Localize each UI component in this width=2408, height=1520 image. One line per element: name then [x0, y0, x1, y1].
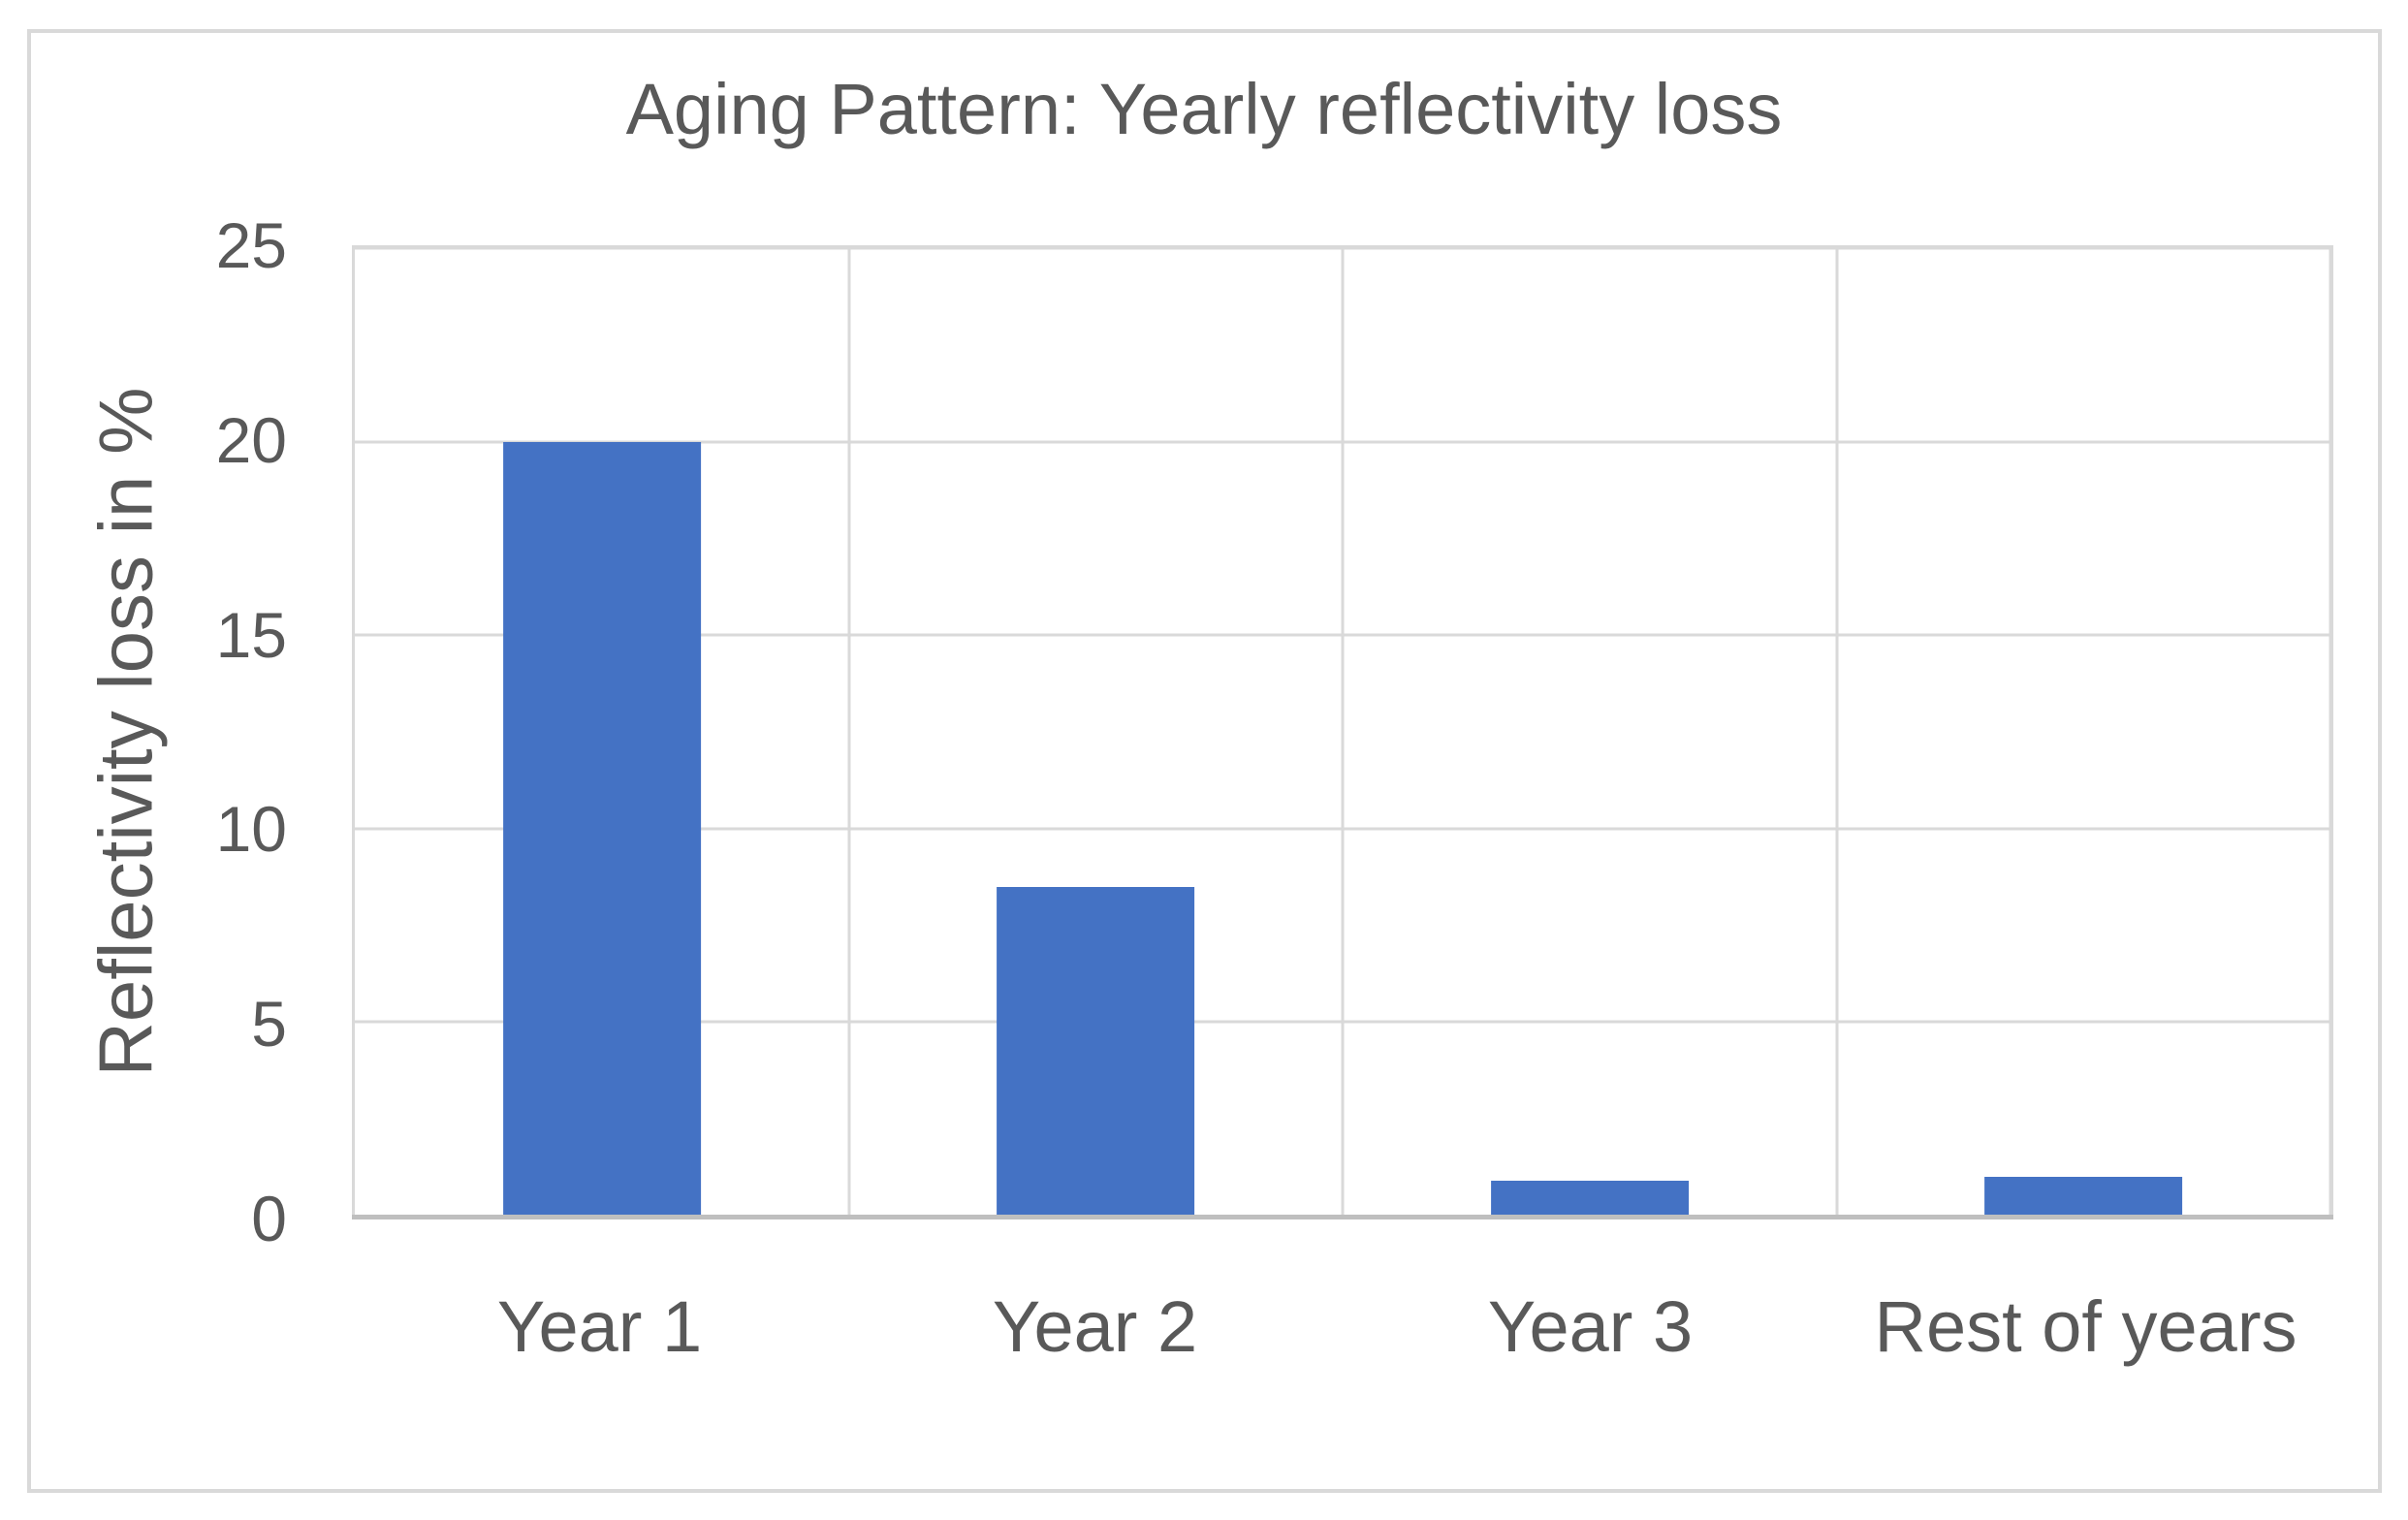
x-axis-label: Year 2 [992, 1286, 1198, 1367]
vertical-gridline [2329, 248, 2332, 1216]
x-axis-line [352, 1215, 2333, 1219]
y-tick-label: 25 [215, 209, 287, 281]
vertical-gridline [1835, 248, 1838, 1216]
x-axis-label: Year 3 [1487, 1286, 1694, 1367]
bar-year-1 [502, 441, 701, 1216]
plot-area [352, 245, 2333, 1219]
y-tick-label: 20 [215, 403, 287, 476]
x-axis-labels: Year 1 Year 2 Year 3 Rest of years [352, 1291, 2333, 1398]
y-axis-ticks: 0 5 10 15 20 25 [0, 213, 287, 1251]
y-tick-label: 15 [215, 598, 287, 671]
y-tick-label: 10 [215, 793, 287, 866]
vertical-gridline [1341, 248, 1345, 1216]
bar-year-2 [997, 886, 1195, 1216]
bar-rest-of-years [1984, 1177, 2183, 1216]
bar-year-3 [1490, 1181, 1689, 1216]
y-tick-label: 0 [251, 1183, 287, 1254]
x-axis-label: Year 1 [496, 1286, 703, 1367]
chart-title: Aging Pattern: Yearly reflectivity loss [625, 69, 1783, 149]
x-axis-label: Rest of years [1874, 1286, 2297, 1367]
vertical-gridline [847, 248, 850, 1216]
y-tick-label: 5 [251, 988, 287, 1061]
